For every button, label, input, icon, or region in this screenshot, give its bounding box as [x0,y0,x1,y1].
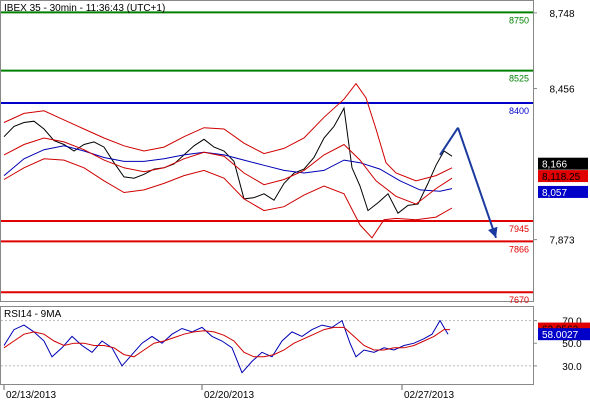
level-label-8525: 8525 [509,74,529,84]
forecast-arrow-shaft [457,127,497,239]
price-badge-bg-0 [538,157,588,170]
level-label-7670: 7670 [509,295,529,305]
x-tick-label-2: 02/27/2013 [404,390,454,400]
level-label-8400: 8400 [509,106,529,116]
rsi-series-RSI14 [3,319,449,374]
price-badge-0: 8,166 [542,160,567,171]
rsi-title: RSI14 - 9MA [4,309,62,320]
x-tick-label-1: 02/20/2013 [204,390,254,400]
rsi-panel-frame [0,306,534,385]
forecast-arrow-head [488,226,498,238]
price-badge-bg-2 [538,185,588,198]
chart-title: IBEX 35 - 30min - 11:36:43 (UTC+1) [4,3,165,14]
price-series-0 [3,106,453,214]
price-badge-1: 8,118.25 [542,172,581,183]
price-badge-2: 8,057 [542,188,567,199]
price-tick-label-7,873: 7,873 [549,236,574,247]
price-panel-frame [0,0,534,302]
level-label-7945: 7945 [509,224,529,234]
forecast-arrow-up [439,127,459,156]
rsi-tick-label-50.0: 50.0 [562,339,582,350]
price-series-2 [3,82,453,182]
level-label-7866: 7866 [509,244,529,254]
level-label-8750: 8750 [509,15,529,25]
price-tick-label-8,748: 8,748 [549,9,574,20]
x-tick-label-0: 02/13/2013 [6,390,56,400]
rsi-tick-label-70.0: 70.0 [562,317,582,328]
price-tick-label-8,456: 8,456 [549,85,574,96]
rsi-badge-1: 58.0027 [542,330,579,341]
price-series-1 [3,145,453,192]
rsi-tick-label-30.0: 30.0 [562,362,582,373]
rsi-badge-bg-1 [538,328,590,341]
price-series-3 [3,158,453,239]
price-badge-bg-1 [538,170,588,183]
rsi-series-9MA [3,326,450,358]
price-series-4 [3,137,453,205]
